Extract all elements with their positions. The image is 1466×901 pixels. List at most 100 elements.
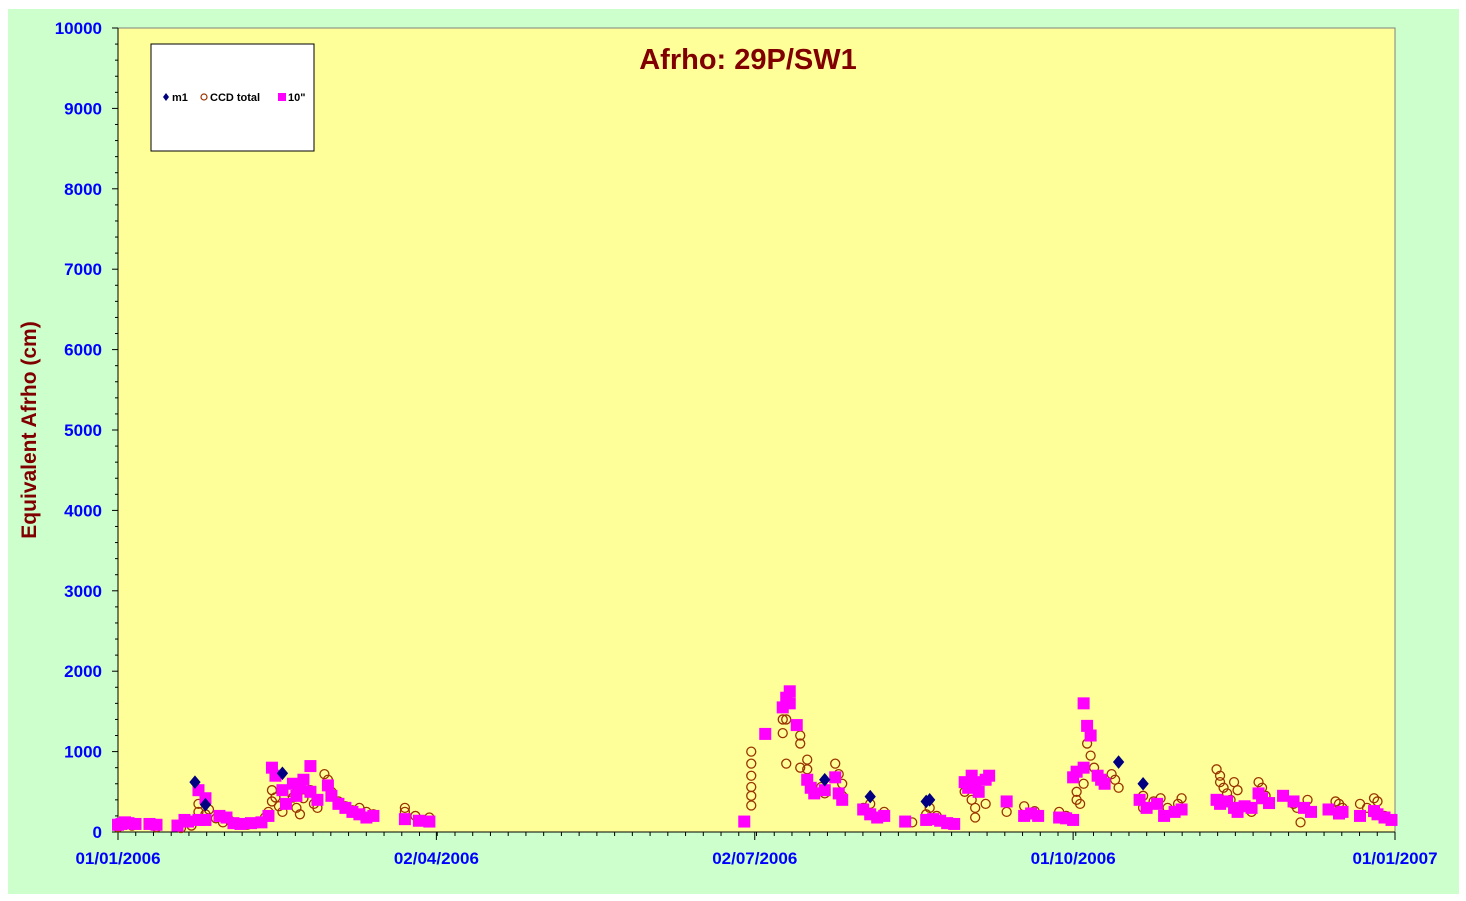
ccd-total-point bbox=[1078, 778, 1089, 789]
ten-inch-point bbox=[1032, 809, 1045, 822]
ccd-total-point bbox=[746, 770, 757, 781]
ten-inch-point bbox=[1245, 801, 1258, 814]
ten-inch-point bbox=[1081, 719, 1094, 732]
ten-inch-point bbox=[398, 813, 411, 826]
legend: m1 CCD total 10" bbox=[150, 43, 315, 152]
m1-point bbox=[924, 793, 936, 807]
ten-inch-point bbox=[983, 769, 996, 782]
ten-inch-point bbox=[1385, 813, 1398, 826]
y-tick-label: 2000 bbox=[64, 662, 102, 681]
x-tick-label: 01/10/2006 bbox=[1031, 849, 1116, 868]
ten-inch-point bbox=[899, 815, 912, 828]
ten-inch-point bbox=[1158, 809, 1171, 822]
ten-inch-point bbox=[972, 785, 985, 798]
ccd-total-point bbox=[1176, 793, 1187, 804]
ccd-total-point bbox=[746, 746, 757, 757]
ten-inch-point bbox=[304, 760, 317, 773]
ten-inch-point bbox=[311, 793, 324, 806]
ccd-total-point bbox=[781, 758, 792, 769]
ten-inch-point bbox=[297, 773, 310, 786]
legend-label: m1 bbox=[172, 92, 188, 104]
ten-inch-point bbox=[738, 815, 751, 828]
ten-inch-point bbox=[1336, 805, 1349, 818]
ccd-total-point bbox=[1211, 764, 1222, 775]
y-axis-label: Equivalent Afrho (cm) bbox=[18, 321, 41, 538]
ten-inch-point bbox=[244, 817, 257, 830]
ccd-total-point bbox=[1071, 786, 1082, 797]
ten-inch-point bbox=[948, 817, 961, 830]
series-ten-inch bbox=[112, 685, 1398, 832]
m1-point bbox=[276, 766, 289, 781]
ccd-total-point bbox=[1368, 793, 1380, 804]
chart-area: 0 1000 2000 3000 4000 5000 6000 7000 8000 9000 100… bbox=[8, 9, 1459, 894]
series-layer bbox=[112, 685, 1398, 834]
y-tick-label: 3000 bbox=[64, 582, 102, 601]
ccd-total-point bbox=[294, 809, 306, 820]
ccd-total-point bbox=[795, 738, 806, 749]
ten-inch-point bbox=[1322, 803, 1335, 816]
ten-inch-point bbox=[1305, 805, 1318, 818]
m1-point bbox=[1112, 755, 1125, 769]
ten-inch-point bbox=[818, 784, 831, 797]
ten-inch-point bbox=[234, 817, 247, 830]
legend-marker bbox=[200, 93, 208, 101]
ten-inch-point bbox=[1151, 797, 1164, 810]
legend-marker bbox=[163, 93, 169, 101]
ten-inch-point bbox=[122, 817, 135, 830]
y-tick-label: 1000 bbox=[64, 743, 102, 762]
y-tick-label: 10000 bbox=[55, 19, 102, 38]
ccd-total-point bbox=[795, 762, 806, 773]
ten-inch-point bbox=[829, 771, 842, 784]
ten-inch-point bbox=[262, 809, 275, 822]
y-tick-label: 9000 bbox=[64, 99, 102, 118]
legend-item-m1: m1 bbox=[163, 92, 188, 104]
y-tick-label: 7000 bbox=[64, 260, 102, 279]
legend-item-ccd-total: CCD total bbox=[200, 92, 260, 104]
chart-title: Afrho: 29P/SW1 bbox=[639, 44, 857, 76]
ten-inch-point bbox=[423, 815, 436, 828]
ten-inch-point bbox=[321, 779, 334, 792]
ten-inch-point bbox=[836, 793, 849, 806]
ten-inch-point bbox=[1140, 801, 1153, 814]
ten-inch-point bbox=[1077, 761, 1090, 774]
ccd-total-point bbox=[319, 768, 330, 780]
y-tick-label: 6000 bbox=[64, 341, 102, 360]
ten-inch-point bbox=[808, 787, 821, 800]
ten-inch-point bbox=[276, 784, 289, 797]
ccd-total-point bbox=[980, 798, 991, 810]
ten-inch-point bbox=[150, 818, 163, 831]
m1-point bbox=[199, 797, 212, 812]
ten-inch-point bbox=[412, 814, 425, 827]
x-tick-label: 01/01/2007 bbox=[1352, 849, 1437, 868]
ccd-total-point bbox=[746, 758, 757, 769]
y-tick-label: 5000 bbox=[64, 421, 102, 440]
x-axis: 01/01/2006 02/04/2006 02/07/2006 01/10/2006… bbox=[75, 831, 1438, 868]
ten-inch-point bbox=[1084, 729, 1097, 742]
ten-inch-point bbox=[181, 815, 194, 828]
ten-inch-point bbox=[1175, 803, 1188, 816]
ccd-total-point bbox=[777, 727, 788, 739]
ten-inch-point bbox=[969, 776, 982, 789]
m1-point bbox=[189, 775, 201, 789]
y-axis: 0 1000 2000 3000 4000 5000 6000 7000 8000 9000 100… bbox=[55, 19, 119, 842]
plot-area bbox=[117, 27, 1396, 833]
m1-point bbox=[1137, 776, 1149, 791]
ten-inch-point bbox=[790, 719, 803, 732]
legend-box bbox=[150, 43, 315, 152]
ten-inch-point bbox=[1077, 697, 1090, 710]
ten-inch-point bbox=[1354, 809, 1367, 822]
ten-inch-point bbox=[129, 817, 142, 830]
ten-inch-point bbox=[783, 685, 796, 698]
y-tick-label: 0 bbox=[93, 823, 102, 842]
ten-inch-point bbox=[1098, 777, 1111, 790]
ten-inch-point bbox=[1067, 813, 1080, 826]
legend-label: 10" bbox=[288, 92, 305, 104]
ten-inch-point bbox=[1287, 795, 1300, 808]
ten-inch-point bbox=[1000, 795, 1013, 808]
ten-inch-point bbox=[783, 697, 796, 710]
ten-inch-point bbox=[1263, 797, 1276, 810]
ccd-total-point bbox=[1218, 782, 1229, 793]
ccd-total-point bbox=[1253, 777, 1264, 788]
ccd-total-point bbox=[399, 802, 411, 814]
ccd-total-point bbox=[830, 758, 841, 769]
